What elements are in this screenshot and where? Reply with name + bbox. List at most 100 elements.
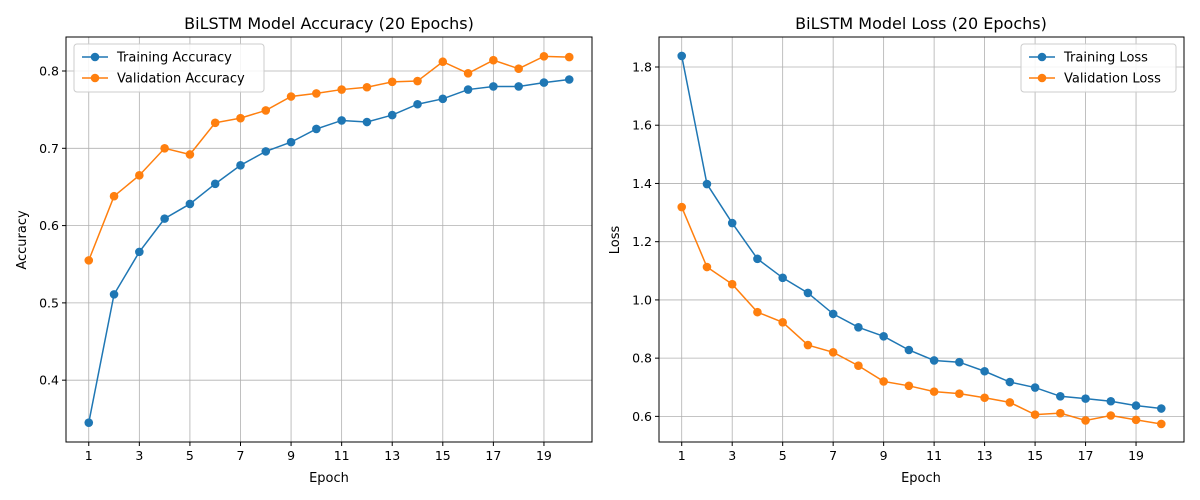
training-accuracy-point: [286, 137, 296, 147]
training-accuracy-legend-label: Training Accuracy: [116, 51, 232, 66]
validation-loss-legend-marker: [1037, 73, 1047, 83]
training-accuracy-point: [489, 82, 498, 91]
accuracy-y-axis-label: Accuracy: [15, 210, 30, 270]
loss-y-tick-label: 0.6: [632, 409, 652, 424]
loss-x-tick-label: 5: [779, 448, 787, 463]
accuracy-legend: Training Accuracy Validation Accuracy: [73, 43, 265, 93]
training-loss-point: [803, 288, 813, 298]
training-accuracy-point: [337, 116, 346, 125]
accuracy-x-tick-label: 9: [287, 448, 295, 463]
training-accuracy-point: [84, 418, 94, 427]
validation-loss-point: [879, 377, 888, 386]
validation-loss-line: [681, 206, 1162, 425]
accuracy-x-tick-label: 11: [334, 448, 350, 463]
loss-x-tick-label: 7: [829, 448, 837, 463]
training-loss-legend-marker: [1037, 52, 1047, 62]
accuracy-chart-title: BiLSTM Model Accuracy (20 Epochs): [184, 14, 474, 33]
validation-accuracy-series: [84, 52, 574, 265]
accuracy-y-tick-label: 0.8: [39, 64, 59, 79]
accuracy-y-tick-label: 0.7: [39, 141, 59, 156]
training-loss-point: [955, 357, 964, 367]
loss-y-tick-label: 1.2: [632, 234, 652, 249]
accuracy-grid: [66, 37, 592, 442]
loss-legend-box: [1020, 43, 1177, 93]
accuracy-x-tick-label: 19: [536, 448, 552, 463]
validation-loss-point: [854, 361, 863, 371]
validation-loss-point: [1056, 408, 1065, 418]
validation-loss-point: [1106, 411, 1116, 420]
loss-legend: Training Loss Validation Loss: [1020, 43, 1177, 93]
training-loss-point: [1005, 377, 1015, 387]
validation-accuracy-point: [84, 256, 94, 265]
training-loss-point: [828, 309, 838, 319]
validation-accuracy-point: [210, 118, 220, 128]
validation-accuracy-point: [261, 106, 271, 115]
validation-accuracy-point: [337, 85, 346, 94]
training-accuracy-series: [84, 75, 574, 427]
validation-accuracy-point: [539, 52, 549, 61]
training-accuracy-point: [109, 290, 119, 299]
validation-loss-point: [929, 387, 939, 396]
loss-chart: BiLSTM Model Loss (20 Epochs) Epoch Loss…: [608, 14, 1185, 486]
validation-accuracy-point: [312, 89, 321, 98]
loss-x-tick-label: 11: [926, 448, 942, 463]
training-loss-line: [680, 55, 1162, 410]
training-accuracy-point: [539, 78, 549, 87]
training-loss-point: [1056, 391, 1065, 401]
training-loss-point: [727, 218, 737, 228]
validation-loss-point: [1030, 410, 1040, 419]
training-loss-point: [778, 273, 787, 283]
validation-accuracy-line: [88, 55, 570, 261]
training-loss-point: [677, 51, 687, 61]
accuracy-y-tick-label: 0.5: [39, 295, 59, 310]
training-loss-point: [753, 254, 762, 264]
loss-y-tick-label: 1.8: [632, 59, 652, 74]
validation-loss-point: [727, 279, 737, 289]
training-loss-series: [677, 51, 1166, 413]
training-accuracy-point: [413, 99, 422, 109]
validation-loss-series: [677, 202, 1166, 429]
training-loss-point: [702, 179, 712, 189]
training-accuracy-point: [362, 117, 372, 127]
accuracy-x-tick-label: 5: [186, 448, 194, 463]
validation-loss-point: [778, 318, 787, 327]
validation-loss-legend-label: Validation Loss: [1064, 72, 1161, 87]
validation-accuracy-point: [236, 113, 245, 123]
training-accuracy-point: [236, 161, 245, 170]
loss-x-tick-label: 1: [678, 448, 686, 463]
training-loss-point: [1030, 383, 1040, 392]
validation-accuracy-legend-label: Validation Accuracy: [117, 72, 245, 87]
loss-x-tick-label: 13: [977, 448, 993, 463]
validation-loss-point: [803, 340, 813, 350]
accuracy-x-tick-label: 13: [384, 448, 400, 463]
accuracy-x-axis-label: Epoch: [309, 471, 349, 486]
validation-loss-point: [1005, 398, 1015, 407]
validation-loss-point: [1081, 416, 1090, 425]
accuracy-x-tick-label: 17: [485, 448, 501, 463]
validation-accuracy-point: [489, 55, 498, 65]
training-accuracy-line: [88, 78, 570, 423]
validation-accuracy-point: [160, 143, 169, 153]
training-accuracy-point: [185, 199, 195, 209]
validation-accuracy-point: [387, 77, 397, 87]
training-accuracy-legend-marker: [90, 52, 100, 62]
validation-loss-point: [828, 348, 838, 357]
loss-x-tick-label: 19: [1128, 448, 1144, 463]
accuracy-plot-frame: [65, 36, 593, 443]
validation-loss-point: [980, 393, 989, 403]
training-loss-point: [1131, 401, 1141, 410]
training-loss-point: [929, 356, 939, 365]
loss-chart-title: BiLSTM Model Loss (20 Epochs): [795, 14, 1047, 33]
validation-accuracy-point: [135, 171, 144, 180]
training-loss-point: [1106, 396, 1116, 406]
loss-y-tick-label: 1.6: [632, 118, 652, 133]
validation-accuracy-point: [362, 82, 372, 92]
accuracy-x-tick-label: 15: [435, 448, 451, 463]
validation-loss-point: [702, 262, 712, 272]
training-accuracy-point: [463, 85, 473, 94]
training-accuracy-point: [514, 82, 523, 91]
validation-accuracy-point: [514, 64, 523, 73]
training-accuracy-point: [135, 247, 144, 257]
validation-accuracy-point: [463, 69, 473, 78]
